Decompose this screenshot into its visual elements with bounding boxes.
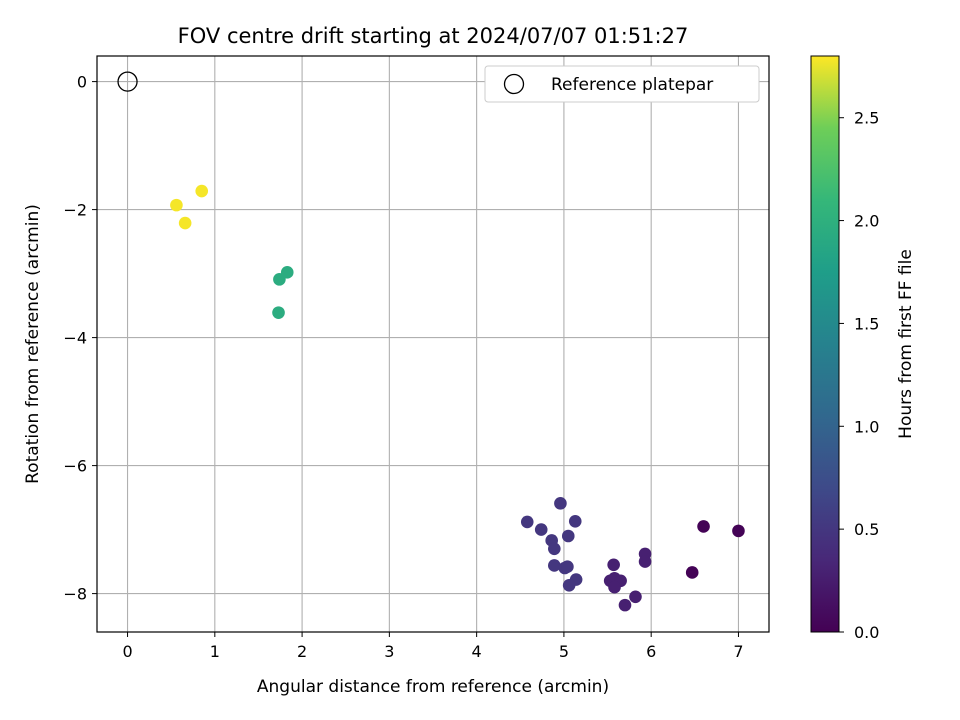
data-point — [195, 184, 209, 198]
colorbar-ticks: 0.0 0.5 1.0 1.5 2.0 2.5 — [839, 109, 879, 642]
chart-title: FOV centre drift starting at 2024/07/07 … — [178, 24, 689, 48]
data-point — [607, 558, 620, 572]
data-point — [548, 542, 561, 556]
reference-marker-group — [117, 71, 138, 92]
data-point — [562, 578, 576, 592]
x-tick-label: 4 — [472, 642, 482, 661]
colorbar-tick-label: 2.5 — [854, 109, 879, 128]
data-point — [561, 529, 575, 543]
legend: Reference platepar — [484, 65, 760, 103]
x-tick-label: 2 — [297, 642, 307, 661]
data-point — [178, 216, 192, 230]
colorbar-tick-label: 1.0 — [854, 417, 879, 436]
grid-lines — [97, 56, 769, 632]
legend-entry-reference-platepar: Reference platepar — [551, 75, 713, 95]
data-point — [618, 598, 632, 612]
x-tick-label: 6 — [646, 642, 656, 661]
y-axis-ticks: 0 −2 −4 −6 −8 — [63, 73, 97, 604]
y-tick-label: −8 — [63, 585, 87, 604]
data-point — [272, 306, 285, 319]
y-tick-label: 0 — [77, 73, 87, 92]
data-point — [280, 266, 294, 279]
data-point — [685, 566, 699, 579]
x-axis-label: Angular distance from reference (arcmin) — [257, 677, 609, 697]
colorbar-tick-label: 0.5 — [854, 520, 879, 539]
legend-box — [484, 65, 760, 103]
plot-frame — [96, 55, 770, 633]
data-point — [548, 559, 561, 572]
colorbar-tick-label: 2.0 — [854, 212, 879, 231]
colorbar-label: Hours from first FF file — [896, 249, 916, 439]
legend-marker-icon — [503, 73, 525, 95]
data-point — [554, 497, 567, 510]
x-tick-label: 3 — [384, 642, 394, 661]
x-tick-label: 5 — [559, 642, 569, 661]
data-point — [561, 560, 574, 574]
colorbar-tick-label: 0.0 — [854, 623, 879, 642]
y-axis-label: Rotation from reference (arcmin) — [23, 204, 43, 484]
y-tick-label: −4 — [63, 329, 87, 348]
x-tick-label: 0 — [122, 642, 132, 661]
data-point — [520, 515, 534, 529]
data-point — [568, 514, 582, 528]
x-tick-label: 7 — [733, 642, 743, 661]
y-tick-label: −2 — [63, 201, 87, 220]
y-tick-label: −6 — [63, 457, 87, 476]
colorbar: 0.0 0.5 1.0 1.5 2.0 2.5 Hours from first FF f… — [810, 55, 916, 642]
x-axis-ticks: 0 1 2 3 4 5 6 7 — [122, 632, 744, 661]
reference-platepar-marker — [117, 71, 138, 92]
colorbar-gradient — [810, 55, 840, 633]
data-point — [534, 523, 548, 536]
x-tick-label: 1 — [210, 642, 220, 661]
data-point — [608, 580, 621, 594]
data-point — [638, 555, 652, 568]
data-point — [732, 524, 745, 538]
colorbar-tick-label: 1.5 — [854, 314, 879, 333]
data-point — [170, 198, 183, 212]
data-point — [697, 520, 710, 533]
data-points — [170, 184, 745, 612]
data-point — [629, 590, 642, 604]
